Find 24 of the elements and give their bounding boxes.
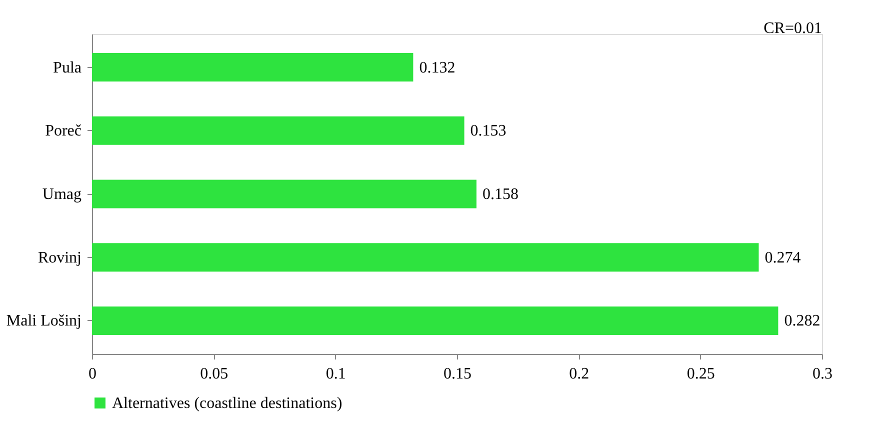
y-tick-label: Pula: [53, 59, 82, 76]
bar: [92, 306, 778, 335]
bar: [92, 180, 476, 208]
y-tick-label: Rovinj: [38, 249, 82, 266]
data-label: 0.132: [419, 59, 456, 76]
data-label: 0.274: [764, 249, 801, 266]
data-label: 0.158: [482, 186, 518, 203]
x-tick-label: 0.15: [444, 366, 472, 382]
x-tick-label: 0.05: [200, 366, 228, 382]
data-label: 0.153: [470, 122, 506, 140]
x-tick-label: 0.3: [812, 366, 832, 382]
x-tick-label: 0: [88, 366, 96, 382]
annotation: CR=0.01: [764, 20, 822, 37]
y-tick-label: Mali Lošinj: [6, 312, 82, 330]
x-tick-label: 0.2: [569, 366, 590, 382]
y-tick-label: Umag: [42, 186, 82, 203]
x-tick-label: 0.25: [686, 366, 715, 382]
data-label: 0.282: [784, 312, 820, 330]
x-tick-label: 0.1: [326, 366, 346, 382]
legend-label: Alternatives (coastline destinations): [112, 395, 342, 412]
bar: [92, 243, 759, 272]
bar: [92, 116, 464, 145]
bar: [92, 53, 414, 82]
y-tick-label: Poreč: [45, 122, 82, 140]
